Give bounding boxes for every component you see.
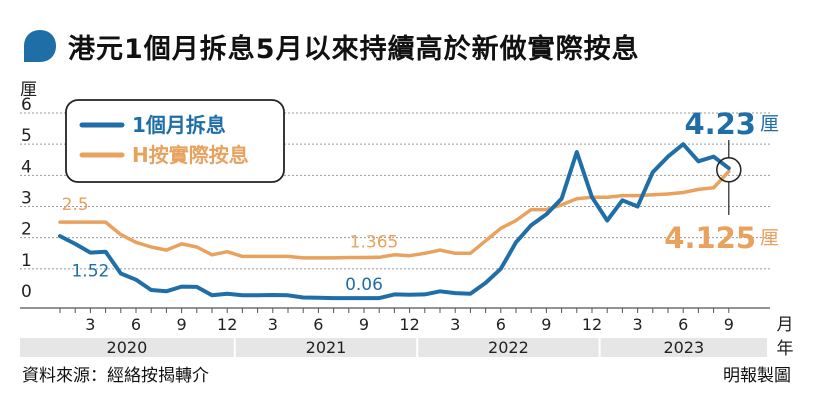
year-band (235, 338, 417, 357)
title-bar: 港元1個月拆息5月以來持續高於新做實際按息 (20, 26, 640, 66)
y-tick-label: 4 (21, 157, 32, 177)
y-tick-label: 3 (21, 189, 32, 209)
year-band (20, 338, 234, 357)
year-band (600, 338, 767, 357)
end-label-mortgage: 4.125 (664, 221, 756, 255)
x-tick-label: 9 (724, 315, 734, 334)
data-label-mortgage: 1.365 (350, 232, 399, 252)
x-tick-label: 12 (217, 315, 237, 334)
source-note: 資料來源：經絡按揭轉介 (22, 366, 209, 386)
end-label-hibor: 4.23 (684, 107, 756, 141)
x-tick-label: 3 (85, 315, 95, 334)
year-band (418, 338, 599, 357)
legend-label-hibor: 1個月拆息 (132, 113, 226, 137)
legend-label-mortgage: H按實際按息 (132, 143, 249, 167)
y-tick-label: 2 (21, 220, 32, 240)
x-tick-label: 12 (582, 315, 602, 334)
year-label: 2023 (663, 338, 704, 357)
series-line-hibor (58, 142, 731, 301)
data-label-hibor: 0.06 (345, 275, 383, 295)
x-tick-label: 6 (131, 315, 141, 334)
legend-box (65, 99, 285, 183)
data-label-hibor: 1.52 (71, 262, 109, 282)
year-axis-unit: 年 (777, 339, 794, 359)
x-tick-label: 9 (177, 315, 187, 334)
series-line-mortgage (58, 169, 731, 260)
year-label: 2020 (107, 338, 148, 357)
y-tick-label: 6 (21, 95, 32, 115)
x-tick-label: 3 (633, 315, 643, 334)
x-tick-label: 6 (313, 315, 323, 334)
legend: 1個月拆息 H按實際按息 (65, 99, 285, 183)
x-tick-label: 12 (399, 315, 419, 334)
x-tick-label: 3 (268, 315, 278, 334)
y-tick-label: 5 (21, 126, 32, 146)
x-tick-label: 6 (496, 315, 506, 334)
end-unit-mortgage: 厘 (760, 227, 779, 249)
x-tick-label: 9 (541, 315, 551, 334)
x-tick-label: 9 (359, 315, 369, 334)
year-label: 2022 (488, 338, 529, 357)
end-unit-hibor: 厘 (760, 113, 779, 135)
chart-title: 港元1個月拆息5月以來持續高於新做實際按息 (68, 33, 640, 65)
x-axis-unit: 月 (777, 315, 794, 335)
y-tick-label: 0 (21, 282, 32, 302)
y-axis-unit: 厘 (20, 80, 37, 100)
y-tick-label: 1 (21, 251, 32, 271)
year-label: 2021 (306, 338, 347, 357)
data-label-mortgage: 2.5 (62, 195, 89, 215)
x-tick-label: 6 (678, 315, 688, 334)
x-tick-label: 3 (450, 315, 460, 334)
credit-note: 明報製圖 (723, 366, 791, 386)
speech-bubble-icon (24, 30, 56, 62)
